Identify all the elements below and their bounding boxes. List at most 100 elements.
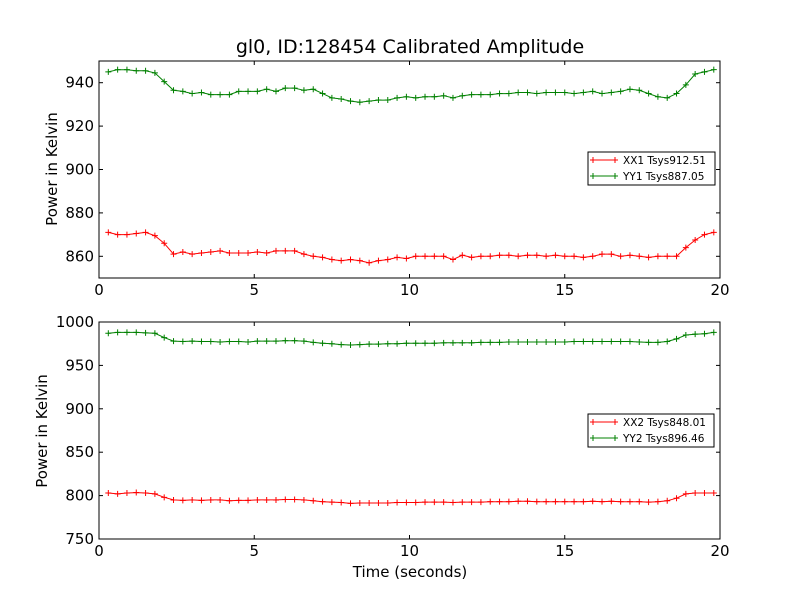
data-point: [440, 339, 447, 346]
data-point: [682, 490, 689, 497]
data-point: [394, 254, 401, 261]
legend-marker: [590, 435, 596, 441]
data-point: [580, 338, 587, 345]
data-point: [170, 87, 177, 94]
data-point: [319, 90, 326, 97]
tick-group: 0 5 10 15 20 860 880 900 920 940: [65, 61, 730, 299]
data-point: [626, 338, 633, 345]
data-point: [226, 497, 233, 504]
data-point: [515, 338, 522, 345]
data-point: [338, 499, 345, 506]
data-point: [179, 248, 186, 255]
data-point: [608, 89, 615, 96]
data-point: [328, 499, 335, 506]
data-point: [682, 81, 689, 88]
y-tick-label: 900: [65, 400, 94, 418]
data-point: [599, 338, 606, 345]
data-point: [552, 498, 559, 505]
legend-box: [587, 413, 715, 448]
data-point: [487, 339, 494, 346]
data-point: [589, 253, 596, 260]
data-point: [310, 86, 317, 93]
data-point: [626, 498, 633, 505]
data-point: [235, 497, 242, 504]
data-point: [319, 340, 326, 347]
series: [105, 229, 717, 266]
data-point: [189, 251, 196, 258]
data-point: [431, 499, 438, 506]
data-point: [207, 496, 214, 503]
data-point: [580, 89, 587, 96]
data-point: [105, 68, 112, 75]
y-tick-label: 1000: [56, 313, 94, 331]
data-point: [692, 489, 699, 496]
x-tick-label: 5: [249, 542, 259, 560]
data-point: [151, 490, 158, 497]
data-point: [543, 498, 550, 505]
data-point: [235, 338, 242, 345]
data-point: [412, 499, 419, 506]
data-point: [207, 338, 214, 345]
data-point: [701, 231, 708, 238]
data-point: [263, 496, 270, 503]
data-point: [599, 498, 606, 505]
data-point: [496, 90, 503, 97]
data-point: [198, 338, 205, 345]
data-point: [394, 499, 401, 506]
data-point: [384, 499, 391, 506]
legend: XX2 Tsys848.01 YY2 Tsys896.46: [587, 413, 715, 448]
data-point: [235, 250, 242, 257]
data-point: [291, 337, 298, 344]
data-point: [319, 498, 326, 505]
series: [105, 329, 717, 349]
data-point: [384, 256, 391, 263]
data-point: [272, 496, 279, 503]
legend-marker: [612, 157, 618, 163]
data-point: [496, 252, 503, 259]
data-point: [254, 338, 261, 345]
data-point: [263, 250, 270, 257]
data-point: [291, 247, 298, 254]
data-point: [543, 338, 550, 345]
x-tick-label: 20: [710, 542, 729, 560]
data-point: [123, 231, 130, 238]
x-tick-label: 20: [710, 281, 729, 299]
data-point: [254, 496, 261, 503]
data-point: [422, 499, 429, 506]
y-tick-label: 920: [65, 117, 94, 135]
data-point: [142, 67, 149, 74]
data-point: [179, 497, 186, 504]
data-point: [589, 338, 596, 345]
y-tick-label: 950: [65, 356, 94, 374]
data-point: [319, 254, 326, 261]
data-point: [533, 338, 540, 345]
data-point: [459, 92, 466, 99]
data-point: [114, 66, 121, 73]
data-point: [291, 85, 298, 92]
data-point: [347, 500, 354, 507]
data-point: [692, 331, 699, 338]
legend-label: YY2 Tsys896.46: [622, 433, 705, 445]
data-point: [170, 251, 177, 258]
data-point: [394, 340, 401, 347]
data-point: [440, 499, 447, 506]
data-point: [189, 90, 196, 97]
data-point: [664, 338, 671, 345]
data-point: [543, 253, 550, 260]
data-point: [291, 496, 298, 503]
data-point: [608, 251, 615, 258]
y-axis-label: Power in Kelvin: [43, 112, 61, 226]
data-point: [142, 489, 149, 496]
data-point: [477, 91, 484, 98]
legend-label: YY1 Tsys887.05: [622, 171, 704, 183]
data-point: [533, 90, 540, 97]
data-point: [245, 497, 252, 504]
data-point: [282, 496, 289, 503]
data-point: [477, 253, 484, 260]
x-tick-label: 0: [94, 281, 104, 299]
data-point: [151, 232, 158, 239]
data-point: [459, 339, 466, 346]
data-point: [571, 253, 578, 260]
data-point: [198, 497, 205, 504]
